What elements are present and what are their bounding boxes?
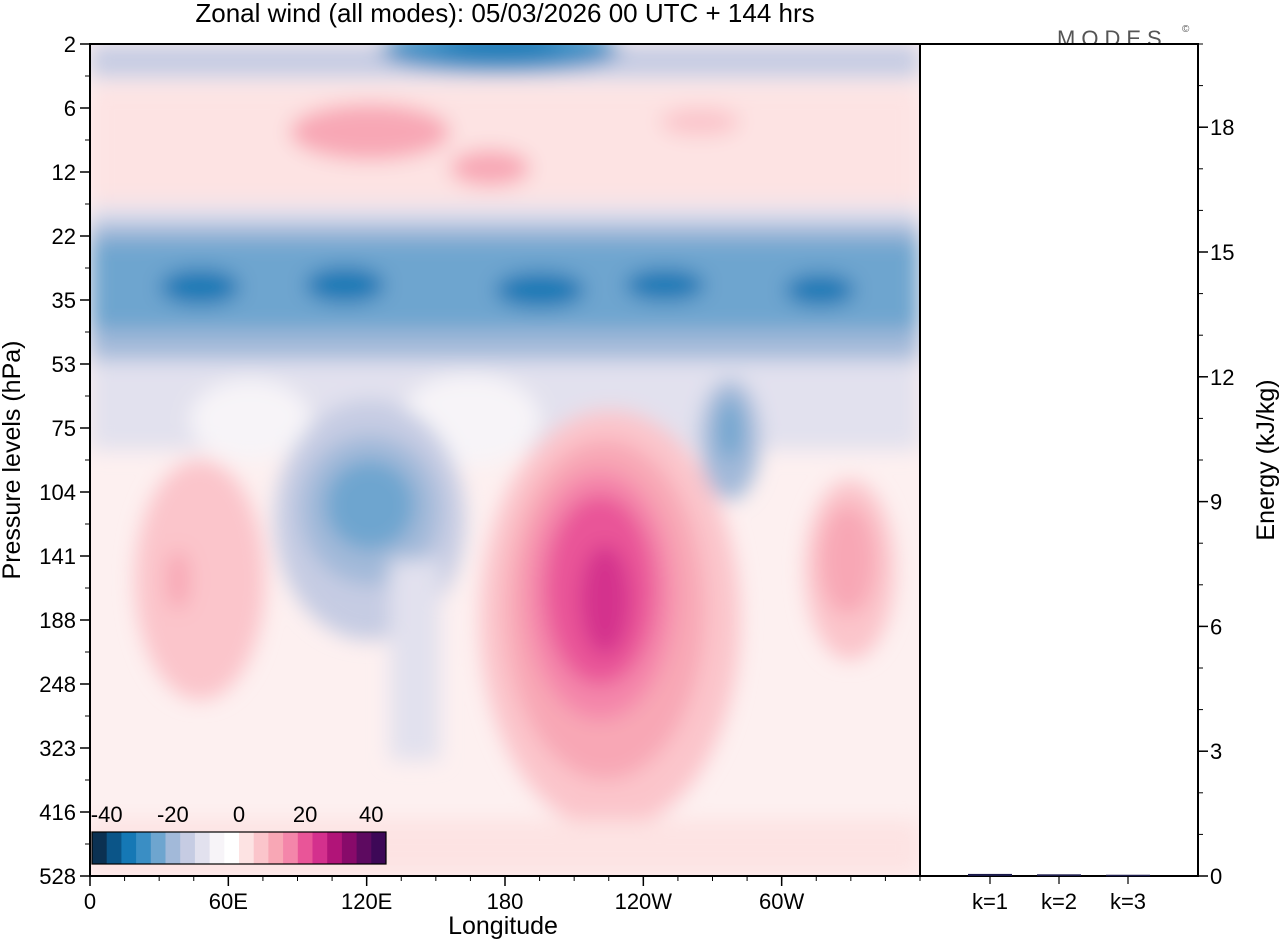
colorbar-cell (92, 832, 108, 864)
colorbar-tick-label: 0 (233, 802, 245, 827)
energy-bar (1037, 874, 1081, 876)
y-tick-label: 2 (64, 32, 76, 57)
x-tick-label: 120W (615, 889, 673, 914)
x-axis: 0 60E 120E 180 120W 60W (84, 876, 921, 914)
x-tick-label: 180 (487, 889, 524, 914)
y-tick-label: 248 (39, 672, 76, 697)
colorbar-cell (253, 832, 269, 864)
energy-tick-label: 3 (1210, 739, 1222, 764)
energy-tick-label: 12 (1210, 365, 1234, 390)
y-tick-label: 323 (39, 736, 76, 761)
energy-bar-label: k=1 (972, 889, 1008, 914)
colorbar-frame (91, 831, 387, 865)
energy-axis-label: Energy (kJ/kg) (1252, 379, 1280, 540)
y-tick-label: 141 (39, 544, 76, 569)
y-tick-label: 75 (52, 416, 76, 441)
colorbar-cell (239, 832, 255, 864)
colorbar-cell (356, 832, 372, 864)
energy-tick-label: 9 (1210, 490, 1222, 515)
energy-bar (968, 873, 1012, 876)
colorbar-cell (165, 832, 181, 864)
colorbar: -40 -20 0 20 40 (91, 802, 387, 865)
x-tick-label: 60E (209, 889, 248, 914)
colorbar-tick-label: 20 (293, 802, 317, 827)
energy-bars: k=1 k=2 k=3 (968, 873, 1150, 914)
colorbar-cell (224, 832, 240, 864)
y-tick-label: 35 (52, 288, 76, 313)
y-tick-label: 12 (52, 160, 76, 185)
chart-title: Zonal wind (all modes): 05/03/2026 00 UT… (195, 0, 814, 28)
colorbar-tick-label: 40 (359, 802, 383, 827)
westerly-core-40e (135, 460, 265, 700)
energy-panel-frame (919, 43, 1199, 877)
colorbar-cell (180, 832, 196, 864)
energy-bar-label: k=2 (1041, 889, 1077, 914)
jet-core (580, 545, 630, 655)
energy-tick-label: 18 (1210, 115, 1234, 140)
energy-bar (1106, 874, 1150, 877)
x-axis-label: Longitude (448, 912, 558, 940)
y-tick-label: 416 (39, 800, 76, 825)
x-tick-label: 0 (84, 889, 96, 914)
logo-mark: © (1182, 24, 1190, 35)
y-tick-label: 6 (64, 96, 76, 121)
x-tick-label: 60W (759, 889, 804, 914)
energy-bar-label: k=3 (1110, 889, 1146, 914)
y-tick-label: 22 (52, 224, 76, 249)
energy-tick-label: 6 (1210, 614, 1222, 639)
colorbar-cell (209, 832, 225, 864)
colorbar-cell (297, 832, 313, 864)
colorbar-cell (121, 832, 137, 864)
energy-tick-label: 15 (1210, 240, 1234, 265)
y-tick-label: 528 (39, 864, 76, 889)
colorbar-cell (312, 832, 328, 864)
colorbar-cell (268, 832, 284, 864)
colorbar-cell (106, 832, 122, 864)
colorbar-cell (283, 832, 299, 864)
colorbar-cell (341, 832, 358, 864)
colorbar-cell (194, 832, 211, 864)
colorbar-cell (371, 832, 387, 864)
colorbar-tick-label: -20 (157, 802, 189, 827)
upper-westerly-core-a (290, 104, 450, 160)
y-tick-label: 53 (52, 352, 76, 377)
top-easterly-core (380, 44, 620, 72)
colorbar-cell (150, 832, 166, 864)
energy-axis: 0 3 6 9 12 15 18 (1198, 43, 1234, 889)
energy-tick-label: 0 (1210, 864, 1222, 889)
heatmap-field (90, 44, 920, 876)
y-tick-label: 104 (39, 480, 76, 505)
colorbar-cell (327, 832, 343, 864)
y-axis-label: Pressure levels (hPa) (0, 341, 26, 580)
y-axis: 2 6 12 22 35 53 75 104 141 188 248 323 416 528 (39, 32, 90, 889)
easterly-core (325, 460, 415, 550)
upper-westerly-band (90, 85, 920, 205)
y-tick-label: 188 (39, 608, 76, 633)
x-tick-label: 120E (341, 889, 392, 914)
colorbar-tick-label: -40 (91, 802, 123, 827)
colorbar-cell (136, 832, 152, 864)
